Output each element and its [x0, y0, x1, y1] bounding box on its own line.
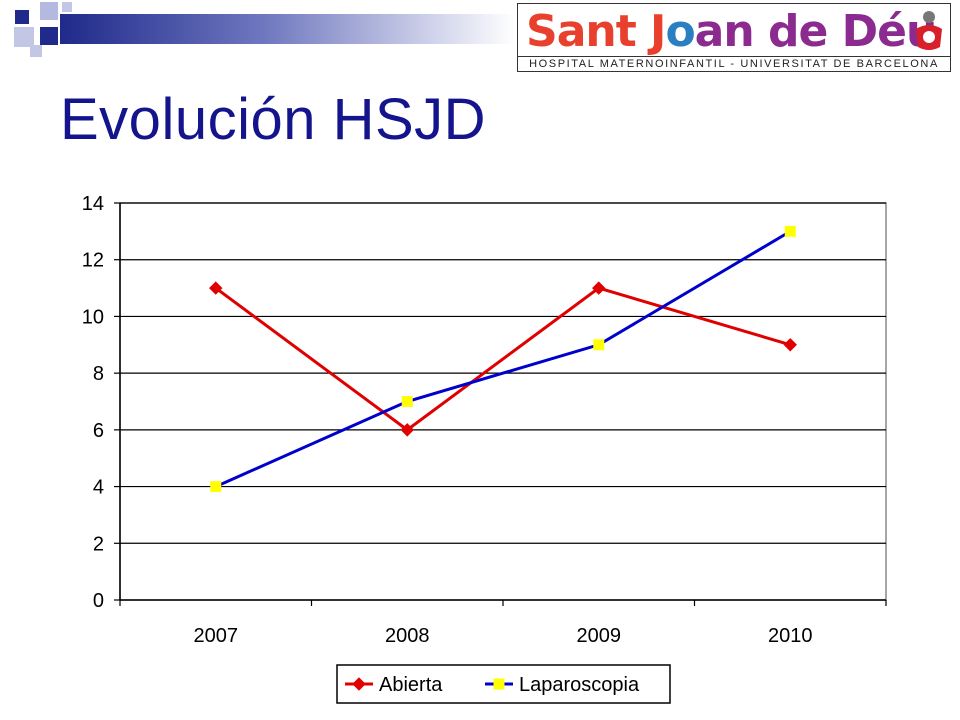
axes	[114, 202, 887, 606]
y-tick-label: 0	[93, 590, 104, 612]
y-tick-label: 12	[82, 250, 104, 272]
gridlines	[119, 202, 887, 601]
hospital-logo: Sant Joan de Déu HOSPITAL MATERNOINFANTI…	[517, 3, 951, 72]
x-tick-label: 2010	[768, 625, 813, 647]
corner-square-light-4	[62, 2, 72, 12]
slide-title: Evolución HSJD	[60, 87, 487, 152]
legend-label: Abierta	[379, 674, 443, 696]
legend: Abierta Laparoscopia	[336, 664, 671, 704]
logo-word-o: o	[665, 6, 695, 57]
y-tick-label: 4	[93, 477, 104, 499]
header-gradient-bar	[60, 14, 515, 44]
y-tick-label: 10	[82, 306, 104, 328]
logo-word-sant: Sant J	[526, 6, 666, 57]
x-tick-labels: 2007 2008 2009 2010	[194, 625, 813, 647]
y-tick-label: 6	[93, 420, 104, 442]
legend-label: Laparoscopia	[519, 674, 640, 696]
y-tick-label: 14	[82, 193, 104, 215]
logo-word-rest: an de Déu	[694, 6, 938, 57]
y-tick-label: 8	[93, 363, 104, 385]
corner-square-navy-1	[15, 10, 29, 24]
x-tick-label: 2007	[194, 625, 239, 647]
data-point-laparoscopia	[401, 396, 413, 407]
corner-square-navy-2	[40, 27, 58, 45]
x-tick-label: 2008	[385, 625, 430, 647]
corner-square-light-2	[14, 27, 34, 47]
data-point-laparoscopia	[210, 481, 222, 493]
data-point-abierta	[209, 281, 223, 295]
legend-marker-laparoscopia	[493, 678, 505, 690]
logo-subtitle: HOSPITAL MATERNOINFANTIL - UNIVERSITAT D…	[518, 56, 950, 72]
corner-square-light-1	[40, 2, 58, 20]
logo-wordmark: Sant Joan de Déu	[526, 6, 938, 57]
data-point-abierta	[592, 281, 606, 295]
series-lines	[209, 225, 797, 493]
data-point-laparoscopia	[784, 225, 796, 237]
series-line-laparoscopia	[215, 230, 792, 488]
data-point-abierta	[400, 423, 414, 437]
data-point-laparoscopia	[593, 339, 605, 351]
plot-area	[119, 202, 887, 601]
x-tick-label: 2009	[577, 625, 622, 647]
corner-square-light-3	[30, 45, 42, 57]
y-tick-label: 2	[93, 533, 104, 555]
y-tick-labels: 0 2 4 6 8 10 12 14	[82, 193, 104, 612]
series-line-abierta	[214, 286, 791, 432]
data-point-abierta	[783, 338, 797, 352]
legend-marker-abierta	[352, 677, 366, 691]
logo-emblem-icon	[916, 11, 942, 50]
